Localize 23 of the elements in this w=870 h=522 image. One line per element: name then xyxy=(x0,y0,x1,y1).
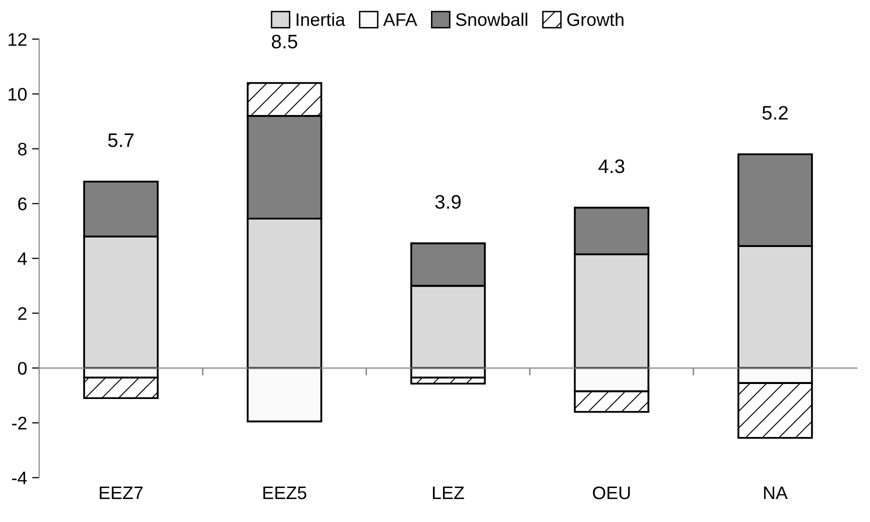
total-label: 5.2 xyxy=(762,106,788,120)
legend-label: AFA xyxy=(383,13,418,26)
legend-label: Growth xyxy=(567,12,624,26)
y-tick-label: 8 xyxy=(18,142,27,156)
y-tick-label: 12 xyxy=(8,33,26,46)
y-tick-label: -4 xyxy=(12,472,27,484)
x-tick-label: EEZ7 xyxy=(100,486,143,500)
y-tick-label: 4 xyxy=(18,252,27,265)
y-tick-label: 0 xyxy=(18,362,27,375)
x-tick-label: LEZ xyxy=(432,486,464,500)
total-label: 8.5 xyxy=(272,34,298,48)
y-tick-label: 10 xyxy=(8,88,27,101)
x-tick-label: EEZ5 xyxy=(263,486,306,500)
legend-label: Snowball xyxy=(456,12,528,26)
total-label: 4.3 xyxy=(598,159,624,174)
y-tick-label: 2 xyxy=(18,307,26,320)
y-tick-label: 6 xyxy=(18,198,27,210)
legend-label: Inertia xyxy=(296,12,346,26)
total-label: 3.9 xyxy=(435,195,461,209)
y-tick-label: -2 xyxy=(12,416,26,430)
total-label: 5.7 xyxy=(108,134,134,148)
x-tick-label: NA xyxy=(764,486,788,500)
x-tick-label: OEU xyxy=(592,486,630,500)
